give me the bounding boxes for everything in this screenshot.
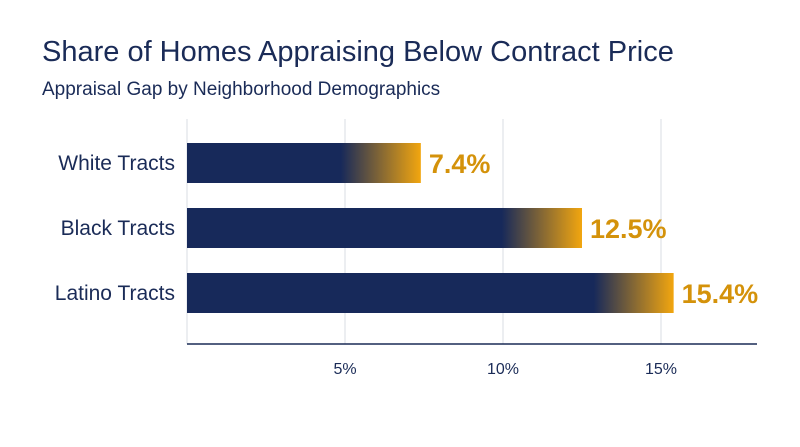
data-label: 15.4% [682, 279, 759, 309]
data-label: 12.5% [590, 214, 667, 244]
x-tick-label: 5% [333, 361, 356, 378]
x-axis: 5% 10% 15% [187, 343, 757, 378]
data-label: 7.4% [429, 149, 491, 179]
bar [187, 273, 674, 313]
chart-subtitle: Appraisal Gap by Neighborhood Demographi… [42, 79, 441, 100]
category-label: White Tracts [58, 152, 175, 175]
x-tick-label: 15% [645, 361, 677, 378]
bars: White Tracts 7.4% Black Tracts 12.5% Latino … [55, 143, 758, 313]
bar [187, 208, 582, 248]
category-label: Latino Tracts [55, 282, 175, 305]
category-label: Black Tracts [61, 217, 175, 240]
x-tick-label: 10% [487, 361, 519, 378]
chart-title: Share of Homes Appraising Below Contract… [42, 36, 674, 68]
bar [187, 143, 421, 183]
